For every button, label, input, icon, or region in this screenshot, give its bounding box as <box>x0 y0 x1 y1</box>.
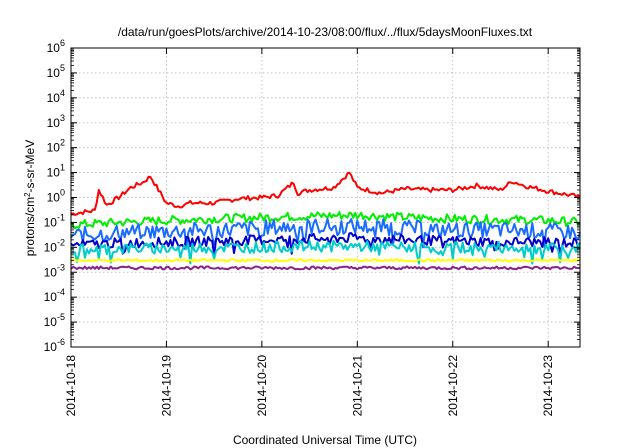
y-tick-label: 10-2 <box>44 237 65 254</box>
chart-title: /data/run/goesPlots/archive/2014-10-23/0… <box>118 25 533 39</box>
y-tick-label: 106 <box>47 38 65 55</box>
y-tick-label: 10-4 <box>44 287 65 304</box>
y-tick-label: 10-3 <box>44 262 65 279</box>
y-tick-label: 102 <box>47 138 65 155</box>
series-line <box>70 171 581 216</box>
y-tick-label: 10-5 <box>44 312 65 329</box>
x-tick-label: 2014-10-18 <box>64 355 78 417</box>
x-tick-label: 2014-10-21 <box>350 355 364 417</box>
x-tick-label: 2014-10-19 <box>159 355 173 417</box>
x-tick-label: 2014-10-20 <box>255 355 269 417</box>
y-tick-label: 105 <box>47 63 65 80</box>
y-axis-label-sup: 2 <box>23 192 32 197</box>
series-line <box>70 211 581 230</box>
y-axis-label-pre: protons/cm <box>23 197 37 256</box>
y-tick-label: 101 <box>47 163 65 180</box>
series-line <box>70 239 581 265</box>
y-tick-label: 103 <box>47 113 65 130</box>
y-axis-label-post: -s-sr-MeV <box>23 140 37 193</box>
series-layer <box>70 171 581 271</box>
x-tick-label: 2014-10-23 <box>541 355 555 417</box>
series-line <box>70 217 581 249</box>
y-tick-label: 104 <box>47 88 65 105</box>
y-tick-label: 100 <box>47 188 65 205</box>
series-line <box>70 265 581 271</box>
y-axis-label: protons/cm2-s-sr-MeV <box>23 140 38 256</box>
x-tick-label: 2014-10-22 <box>446 355 460 417</box>
y-tick-label: 10-6 <box>44 337 65 354</box>
y-tick-label: 10-1 <box>44 212 65 229</box>
ticks: 10-6 10-5 10-4 10-3 10-2 10-1 100 101 102 103 104 1… <box>44 38 580 416</box>
x-axis-label: Coordinated Universal Time (UTC) <box>233 433 417 447</box>
series-line <box>70 258 581 263</box>
